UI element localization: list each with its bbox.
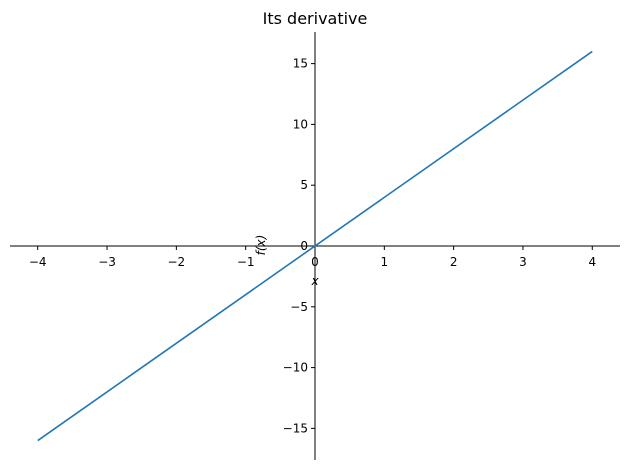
y-tick-label: 0 [300,239,308,253]
y-tick-label: −15 [283,421,308,435]
x-tick-label: −3 [98,255,116,269]
series-line [37,50,593,442]
y-axis-label: f(x) [254,235,268,256]
y-axis: −15 −10 −5 0 5 10 15 [283,32,316,460]
x-tick-label: 2 [450,255,458,269]
x-tick-label: 4 [588,255,596,269]
y-tick-label: −10 [283,361,308,375]
y-tick-label: 10 [293,117,308,131]
x-axis-label: x [310,274,319,288]
y-tick-label: 15 [293,57,308,71]
chart-title: Its derivative [263,9,368,28]
x-tick-label: −1 [237,255,255,269]
x-tick-label: 3 [519,255,527,269]
y-tick-label: 5 [300,178,308,192]
y-tick-label: −5 [290,300,308,314]
x-tick-label: −2 [168,255,186,269]
x-tick-label: 1 [380,255,388,269]
x-tick-label: −4 [29,255,47,269]
series-layer [37,50,593,442]
